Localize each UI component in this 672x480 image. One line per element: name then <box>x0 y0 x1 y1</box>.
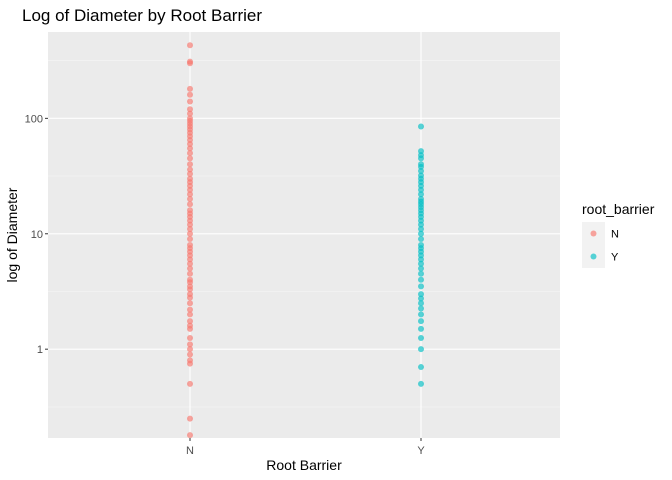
data-point <box>418 241 424 248</box>
data-point <box>418 270 424 277</box>
data-point <box>187 115 193 122</box>
data-point <box>187 351 193 358</box>
data-point <box>187 291 193 298</box>
data-point <box>187 341 193 348</box>
legend-title: root_barrier <box>582 201 655 217</box>
legend-swatch <box>590 230 597 237</box>
data-point <box>418 364 424 371</box>
data-point <box>187 175 193 182</box>
data-point <box>418 325 424 332</box>
chart-title: Log of Diameter by Root Barrier <box>22 6 262 25</box>
data-point <box>187 311 193 318</box>
data-point <box>418 230 424 237</box>
data-point <box>418 236 424 243</box>
data-point <box>418 196 424 203</box>
data-point <box>187 145 193 152</box>
legend-swatch <box>590 253 597 260</box>
data-point <box>187 106 193 113</box>
data-point <box>187 283 193 290</box>
data-point <box>187 110 193 117</box>
data-point <box>187 150 193 157</box>
data-point <box>187 196 193 203</box>
data-point <box>187 432 193 439</box>
data-point <box>418 283 424 290</box>
data-point <box>187 42 193 49</box>
data-point <box>418 318 424 325</box>
data-point <box>418 276 424 283</box>
data-point <box>418 265 424 272</box>
data-point <box>418 148 424 155</box>
x-axis-title: Root Barrier <box>266 457 342 473</box>
data-point <box>187 161 193 168</box>
data-point <box>187 170 193 177</box>
data-point <box>418 260 424 267</box>
data-point <box>187 241 193 248</box>
plot-panel <box>48 32 560 438</box>
data-point <box>418 334 424 341</box>
data-point <box>187 155 193 162</box>
data-point <box>187 322 193 329</box>
data-point <box>187 357 193 364</box>
data-point <box>187 265 193 272</box>
data-point <box>187 300 193 307</box>
data-point <box>187 236 193 243</box>
data-point <box>187 380 193 387</box>
data-point <box>418 291 424 298</box>
data-point <box>187 98 193 105</box>
legend-label: Y <box>611 252 619 264</box>
data-point <box>418 295 424 302</box>
legend: root_barrier NY <box>582 201 655 268</box>
data-point <box>418 300 424 307</box>
data-point <box>418 305 424 312</box>
data-point <box>187 207 193 214</box>
data-point <box>187 306 193 313</box>
data-point <box>418 311 424 318</box>
data-point <box>418 167 424 174</box>
data-point <box>187 191 193 198</box>
y-axis: 1 10 100 <box>25 113 48 356</box>
data-point <box>187 91 193 98</box>
data-point <box>418 225 424 232</box>
data-point <box>187 270 193 277</box>
y-tick-label: 1 <box>37 344 43 356</box>
data-point <box>418 380 424 387</box>
x-tick-label: Y <box>417 445 425 457</box>
y-tick-label: 100 <box>25 113 43 125</box>
data-point <box>187 85 193 92</box>
data-point <box>187 415 193 422</box>
y-axis-title: log of Diameter <box>4 187 20 282</box>
data-point <box>187 260 193 267</box>
data-point <box>418 172 424 179</box>
data-point <box>187 225 193 232</box>
data-point <box>187 166 193 173</box>
data-point <box>187 318 193 325</box>
data-points <box>187 42 424 439</box>
data-point <box>187 334 193 341</box>
y-tick-label: 10 <box>31 229 43 241</box>
data-point <box>418 123 424 130</box>
data-point <box>418 346 424 353</box>
x-tick-label: N <box>186 445 194 457</box>
data-point <box>187 230 193 237</box>
legend-label: N <box>611 229 619 241</box>
data-point <box>187 346 193 353</box>
data-point <box>187 276 193 283</box>
data-point <box>187 201 193 208</box>
data-point <box>418 161 424 168</box>
data-point <box>187 58 193 65</box>
data-point <box>418 191 424 198</box>
